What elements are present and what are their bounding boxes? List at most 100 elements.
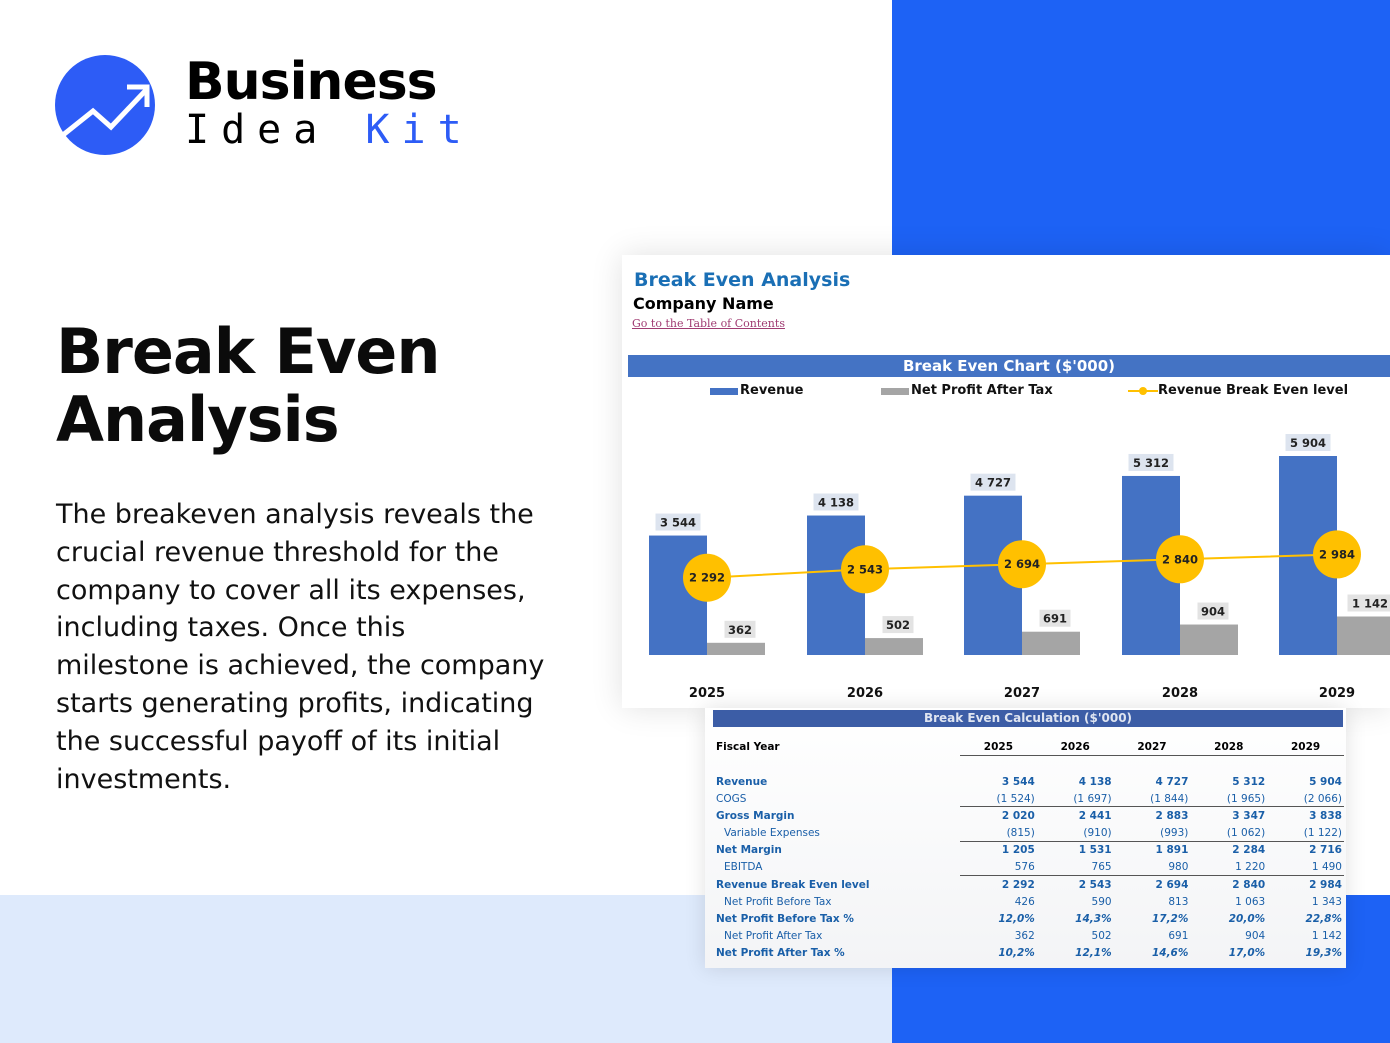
cell: 904 <box>1245 929 1266 942</box>
cell: (1 062) <box>1226 826 1266 839</box>
x-tick-label: 2027 <box>1004 686 1040 701</box>
cell: 14,3% <box>1075 912 1112 925</box>
brand-name-line1: Business <box>185 52 438 112</box>
cell: 2 840 <box>1232 878 1266 891</box>
break-even-point <box>841 545 889 594</box>
revenue-label-bg <box>1128 453 1174 471</box>
net-profit-label-bg <box>1347 594 1390 612</box>
toc-link[interactable]: Go to the Table of Contents <box>632 317 785 330</box>
revenue-label: 4 727 <box>975 476 1011 490</box>
net-profit-label-bg <box>724 620 756 638</box>
cell: 1 063 <box>1235 895 1266 908</box>
net-profit-bar <box>865 638 923 655</box>
break-even-chart: 3 544 362 2025 4 138 502 2026 4 727 691 2027 5 31… <box>649 434 1390 701</box>
break-even-point <box>683 553 731 602</box>
break-even-label: 2 984 <box>1319 547 1355 561</box>
legend-line-marker <box>1128 387 1158 395</box>
cell: 1 490 <box>1311 860 1342 873</box>
cell: 22,8% <box>1305 912 1342 925</box>
calculation-table: Break Even Calculation ($'000) Fiscal Ye… <box>705 708 1346 968</box>
break-even-label: 2 292 <box>689 571 725 585</box>
cell: (1 697) <box>1073 792 1112 805</box>
cell: 1 205 <box>1001 843 1035 856</box>
row-label: COGS <box>716 792 747 805</box>
net-profit-label: 691 <box>1043 612 1067 626</box>
row-label: Variable Expenses <box>724 826 820 839</box>
legend-label: Revenue Break Even level <box>1158 383 1349 398</box>
cell: 2 543 <box>1078 878 1112 891</box>
table-divider <box>960 841 1344 842</box>
title-line1: Break Even <box>56 315 440 388</box>
sheet-title: Break Even Analysis <box>634 269 851 291</box>
net-profit-label-bg <box>882 616 914 634</box>
cell: 5 312 <box>1232 775 1266 788</box>
table-row: Net Profit After Tax % 10,2% 12,1% 14,6% 17,… <box>716 944 1344 961</box>
revenue-label-bg <box>970 473 1016 491</box>
cell: 19,3% <box>1305 946 1342 959</box>
revenue-label-bg <box>655 513 701 531</box>
table-divider <box>960 806 1344 807</box>
cell: 980 <box>1168 860 1189 873</box>
cell: (815) <box>1006 826 1035 839</box>
table-row: Revenue Break Even level 2 292 2 543 2 694 2… <box>716 876 1344 893</box>
decor-blue-top <box>892 0 1390 255</box>
cell: 2 020 <box>1001 809 1035 822</box>
row-label: Revenue <box>716 775 768 788</box>
brand-kit: Kit <box>365 107 474 153</box>
legend-revenue: Revenue <box>710 383 803 399</box>
cell: 14,6% <box>1151 946 1189 959</box>
page-title: Break Even Analysis <box>56 318 440 454</box>
cell: 1 891 <box>1155 843 1189 856</box>
cell: 3 347 <box>1232 809 1266 822</box>
cell: 691 <box>1168 929 1189 942</box>
net-profit-bar <box>1022 631 1080 655</box>
cell: (1 965) <box>1226 792 1266 805</box>
cell: 502 <box>1091 929 1112 942</box>
legend-label: Net Profit After Tax <box>911 383 1053 398</box>
table-row: Net Profit After Tax 362 502 691 904 1 142 <box>716 927 1344 944</box>
cell: 1 220 <box>1235 860 1266 873</box>
title-line2: Analysis <box>56 383 340 456</box>
cell: 2025 <box>983 740 1014 753</box>
revenue-label-bg <box>813 493 859 511</box>
revenue-label: 4 138 <box>818 496 854 510</box>
legend-swatch <box>881 387 909 395</box>
cell: 2 883 <box>1155 809 1189 822</box>
cell: (993) <box>1160 826 1189 839</box>
table-divider <box>960 755 1344 756</box>
net-profit-label: 502 <box>886 618 910 632</box>
revenue-label-bg <box>1285 434 1331 451</box>
cell: 2 292 <box>1001 878 1035 891</box>
net-profit-label: 1 142 <box>1352 597 1388 611</box>
row-label: Net Profit After Tax % <box>716 946 845 959</box>
cell: 2 284 <box>1232 843 1266 856</box>
cell: 813 <box>1168 895 1189 908</box>
table-row: Net Profit Before Tax % 12,0% 14,3% 17,2% 20… <box>716 910 1344 927</box>
chart-card: Break Even Analysis Company Name Go to t… <box>622 255 1390 708</box>
table-row: COGS (1 524) (1 697) (1 844) (1 965) (2 066) <box>716 790 1344 807</box>
cell: 12,1% <box>1075 946 1112 959</box>
cell: (2 066) <box>1303 792 1342 805</box>
net-profit-label-bg <box>1039 609 1071 627</box>
net-profit-bar <box>1180 624 1238 655</box>
x-tick-label: 2028 <box>1162 686 1198 701</box>
break-even-label: 2 840 <box>1162 552 1198 566</box>
cell: 2028 <box>1214 740 1244 753</box>
revenue-label: 5 312 <box>1133 456 1169 470</box>
table-row: Variable Expenses (815) (910) (993) (1 062) (… <box>716 824 1344 841</box>
break-even-point <box>1156 535 1204 584</box>
revenue-label: 5 904 <box>1290 436 1326 450</box>
row-label: EBITDA <box>724 860 763 873</box>
brand-idea: Idea <box>185 107 330 153</box>
cell: (910) <box>1083 826 1112 839</box>
cell: 3 544 <box>1001 775 1035 788</box>
cell: 5 904 <box>1309 775 1342 788</box>
cell: 12,0% <box>998 912 1035 925</box>
cell: 2026 <box>1060 740 1090 753</box>
revenue-label: 3 544 <box>660 516 696 530</box>
net-profit-label-bg <box>1197 602 1229 620</box>
trend-arrow-icon <box>55 55 155 155</box>
table-row: Net Margin 1 205 1 531 1 891 2 284 2 716 <box>716 841 1344 858</box>
row-label: Gross Margin <box>716 809 795 822</box>
cell: 4 727 <box>1155 775 1189 788</box>
